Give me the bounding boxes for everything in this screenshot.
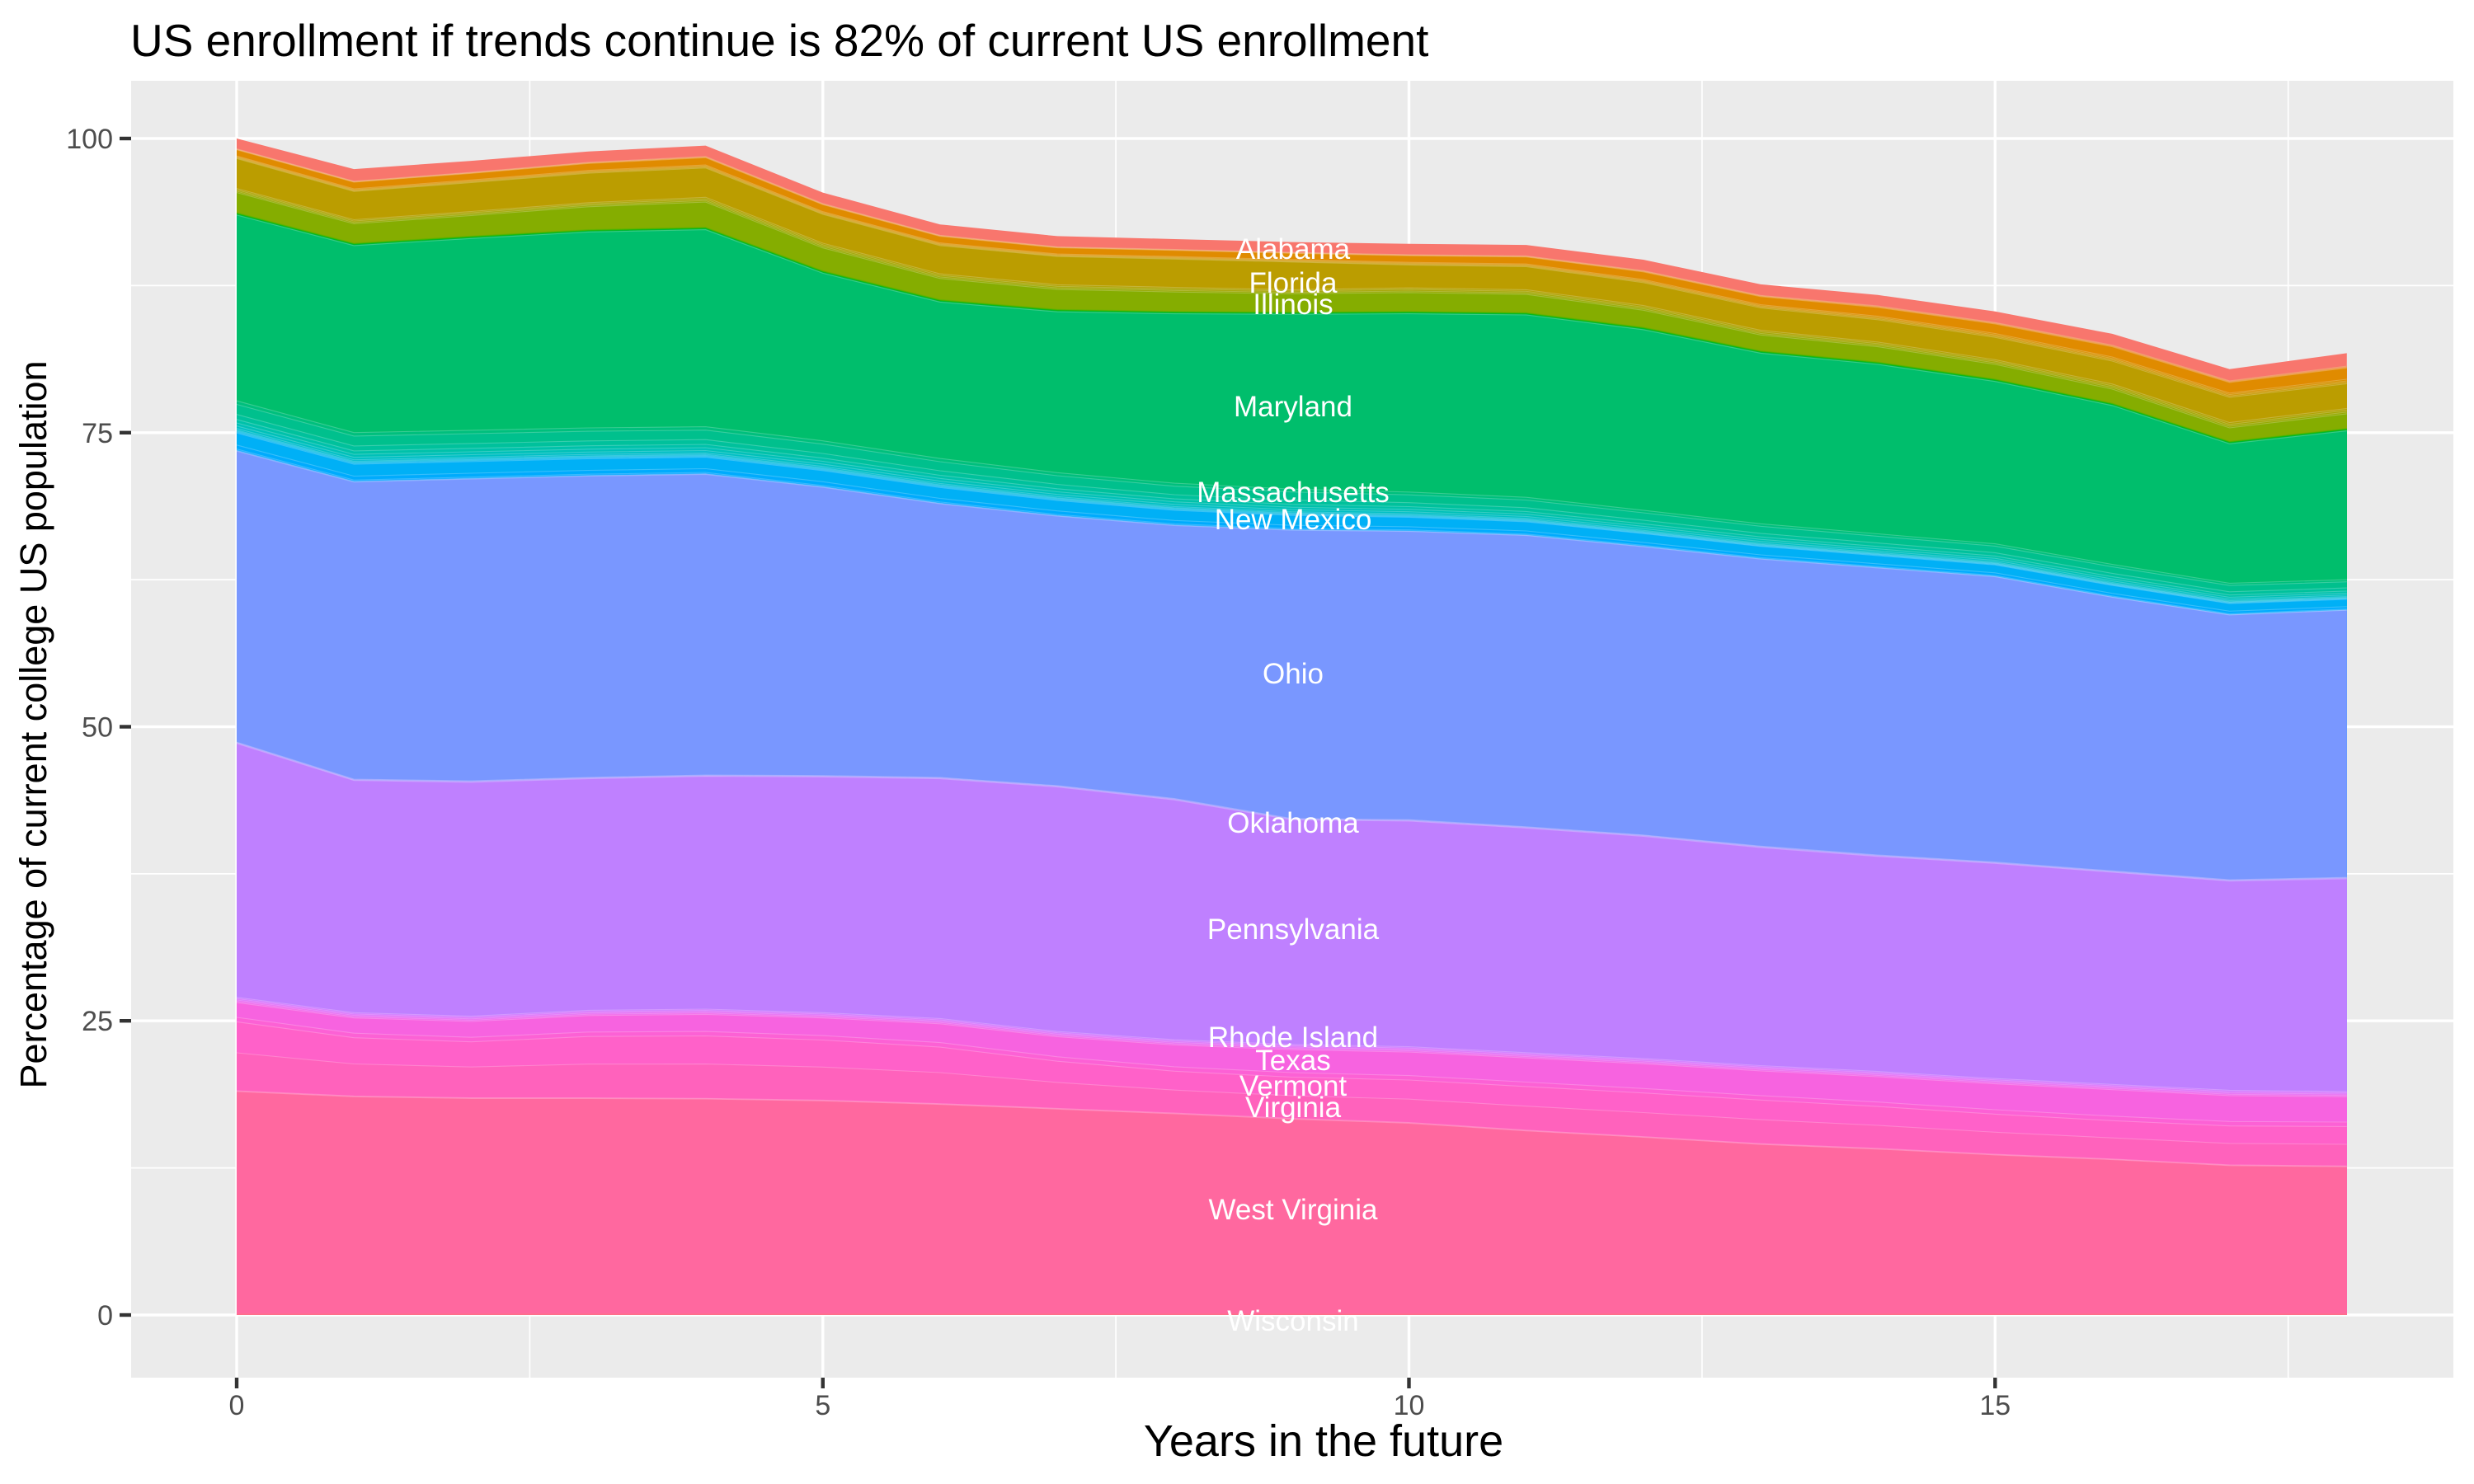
- svg-text:10: 10: [1394, 1390, 1425, 1421]
- svg-text:0: 0: [229, 1390, 245, 1421]
- svg-text:50: 50: [82, 712, 113, 744]
- svg-text:Rhode Island: Rhode Island: [1208, 1021, 1378, 1054]
- svg-text:US enrollment if trends contin: US enrollment if trends continue is 82% …: [130, 15, 1428, 66]
- svg-text:Pennsylvania: Pennsylvania: [1207, 913, 1380, 946]
- svg-text:Years in the future: Years in the future: [1144, 1416, 1503, 1466]
- svg-text:Oklahoma: Oklahoma: [1227, 807, 1359, 839]
- svg-text:Florida: Florida: [1249, 267, 1338, 299]
- svg-text:New Mexico: New Mexico: [1215, 504, 1372, 536]
- svg-text:Maryland: Maryland: [1234, 391, 1352, 423]
- svg-text:Texas: Texas: [1255, 1045, 1330, 1077]
- svg-text:Ohio: Ohio: [1263, 658, 1324, 690]
- svg-text:75: 75: [82, 418, 113, 449]
- svg-text:0: 0: [97, 1300, 113, 1331]
- svg-text:Percentage of current college: Percentage of current college US populat…: [12, 360, 54, 1088]
- svg-text:Wisconsin: Wisconsin: [1227, 1305, 1358, 1337]
- svg-text:25: 25: [82, 1006, 113, 1037]
- svg-text:100: 100: [66, 124, 113, 155]
- svg-text:15: 15: [1979, 1390, 2011, 1421]
- svg-text:Vermont: Vermont: [1239, 1070, 1348, 1102]
- svg-text:Massachusetts: Massachusetts: [1197, 477, 1389, 509]
- svg-text:Alabama: Alabama: [1236, 233, 1351, 265]
- svg-text:5: 5: [815, 1390, 830, 1421]
- svg-text:Illinois: Illinois: [1253, 289, 1333, 321]
- svg-text:West Virginia: West Virginia: [1209, 1194, 1378, 1226]
- svg-text:Virginia: Virginia: [1245, 1092, 1342, 1124]
